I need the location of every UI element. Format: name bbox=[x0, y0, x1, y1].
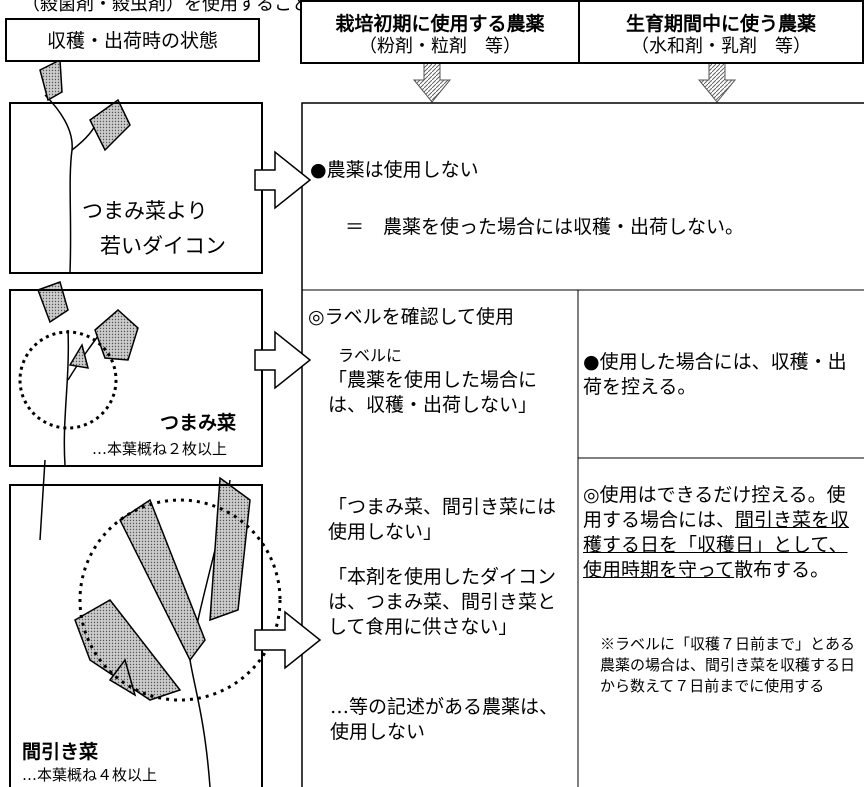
stage-header: 収穫・出荷時の状態 bbox=[5, 18, 260, 62]
stage-box bbox=[9, 289, 263, 467]
down-arrow bbox=[697, 61, 737, 103]
stage-label: 若いダイコン bbox=[100, 234, 226, 258]
label-quote: 「農薬を使用した場合には、収穫・出荷しない」 bbox=[328, 369, 538, 416]
header-sub: （水和剤・乳剤 等） bbox=[631, 36, 811, 57]
content-frame bbox=[301, 102, 864, 787]
header-title: 生育期間中に使う農薬 bbox=[625, 13, 816, 35]
growth-text: ◎使用はできるだけ控える。使用する場合には、 bbox=[583, 484, 846, 531]
label-quote: 「本剤を使用したダイコンは、つまみ菜、間引き菜として食用に供さない」 bbox=[328, 566, 557, 638]
right-arrow bbox=[254, 610, 322, 670]
top-note: （殺菌剤・殺虫剤）を使用すること。 bbox=[22, 0, 328, 15]
stage-label: つまみ菜 bbox=[160, 412, 237, 434]
right-arrow bbox=[254, 330, 312, 390]
stage-note: …本葉概ね４枚以上 bbox=[22, 766, 158, 784]
row-note: ＝ 農薬を使った場合には収穫・出荷しない。 bbox=[345, 216, 745, 238]
header-cell: 栽培初期に使用する農薬 （粉剤・粒剤 等） bbox=[300, 0, 580, 64]
label-end: …等の記述がある農薬は、使用しない bbox=[330, 696, 559, 743]
label-intro: ラベルに bbox=[338, 346, 403, 365]
plant-illustration bbox=[18, 281, 139, 466]
growth-block: ◎使用はできるだけ控える。使用する場合には、間引き菜を収穫する日を「収穫日」とし… bbox=[583, 483, 858, 583]
plant-illustration bbox=[74, 476, 282, 787]
growth-text: ●使用した場合には、収穫・出荷を控える。 bbox=[583, 351, 847, 398]
header-sub: （粉剤・粒剤 等） bbox=[359, 36, 521, 57]
label-heading: ◎ラベルを確認して使用 bbox=[308, 306, 515, 328]
stage-label: 間引き菜 bbox=[22, 741, 99, 763]
plant-illustration bbox=[39, 58, 131, 273]
stage-label: つまみ菜より bbox=[82, 199, 208, 223]
growth-underlined: 間引き菜を収穫する日を「収穫日」として、使用時期を守って bbox=[583, 509, 850, 581]
header-title: 栽培初期に使用する農薬 bbox=[335, 13, 545, 35]
root-line bbox=[39, 459, 46, 541]
stage-note: …本葉概ね２枚以上 bbox=[92, 440, 228, 458]
label-quote: 「つまみ菜、間引き菜には使用しない」 bbox=[328, 496, 557, 543]
growth-note: ※ラベルに「収穫７日前まで」とある農薬の場合は、間引き菜を収穫する日から数えて７… bbox=[600, 635, 856, 695]
row-heading: ●農薬は使用しない bbox=[310, 159, 479, 181]
growth-end: 散布する。 bbox=[734, 559, 830, 581]
header-cell: 生育期間中に使う農薬 （水和剤・乳剤 等） bbox=[578, 0, 864, 64]
down-arrow bbox=[412, 61, 452, 103]
right-arrow bbox=[254, 150, 312, 210]
